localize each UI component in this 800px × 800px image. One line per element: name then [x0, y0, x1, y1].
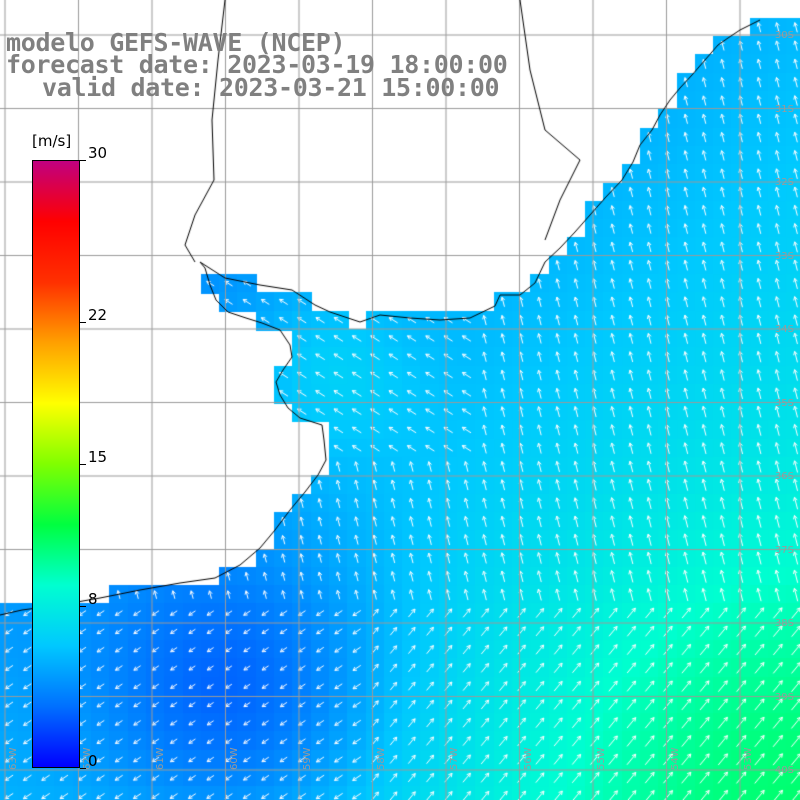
forecast-date: forecast date: 2023-03-19 18:00:00	[6, 50, 508, 79]
colorbar-tick-label: 30	[88, 144, 108, 162]
latitude-label: 37S	[774, 544, 794, 556]
latitude-label: 30S	[774, 30, 794, 41]
colorbar-tick-mark	[80, 160, 86, 161]
latitude-label: 31S	[774, 103, 794, 115]
colorbar-tick-mark	[80, 464, 86, 465]
latitude-label: 34S	[774, 324, 794, 335]
latitude-label: 39S	[774, 691, 794, 703]
colorbar-unit: [m/s]	[32, 132, 72, 150]
model-title: modelo GEFS-WAVE (NCEP)	[6, 28, 346, 57]
valid-date: valid date: 2023-03-21 15:00:00	[42, 73, 500, 102]
colorbar	[32, 160, 80, 768]
colorbar-tick-label: 15	[88, 448, 108, 466]
colorbar-tick-mark	[80, 605, 86, 607]
latitude-label: 33S	[774, 250, 794, 262]
colorbar-tick-label: 22	[88, 306, 108, 325]
colorbar-tick-mark	[80, 768, 86, 769]
latitude-label: 32S	[774, 177, 794, 188]
latitude-label: 36S	[774, 471, 794, 482]
colorbar-tick-mark	[80, 322, 86, 324]
latitude-label: 40S	[774, 765, 794, 776]
latitude-label: 35S	[774, 397, 794, 409]
colorbar-tick-label: 8	[88, 589, 98, 608]
colorbar-tick-label: 0	[88, 752, 98, 770]
latitude-label: 38S	[774, 618, 794, 629]
